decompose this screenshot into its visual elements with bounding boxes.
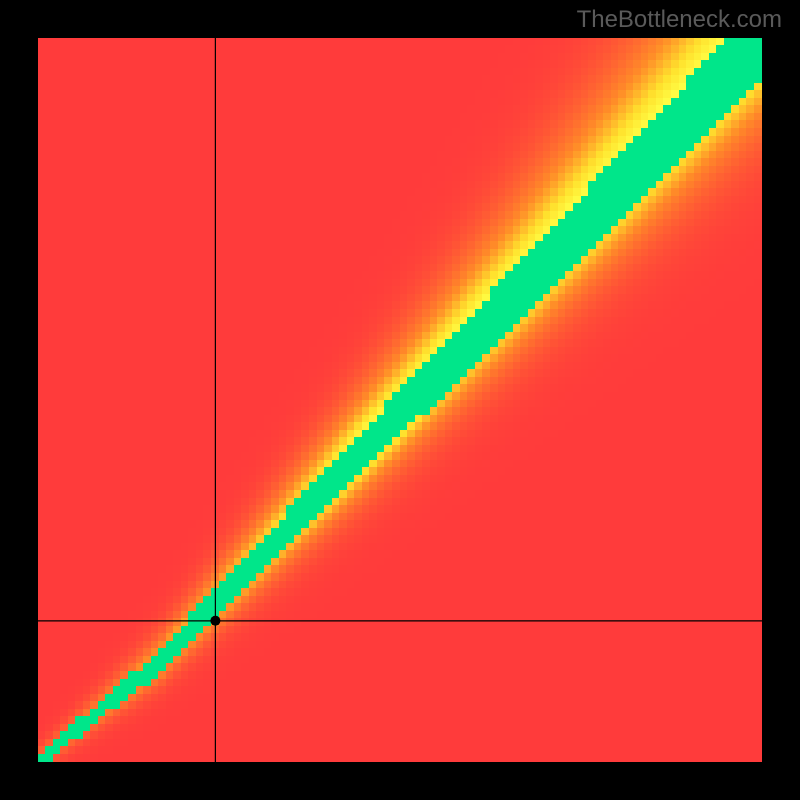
watermark-text: TheBottleneck.com [577, 6, 782, 34]
heatmap-canvas [38, 38, 762, 762]
bottleneck-heatmap [38, 38, 762, 762]
